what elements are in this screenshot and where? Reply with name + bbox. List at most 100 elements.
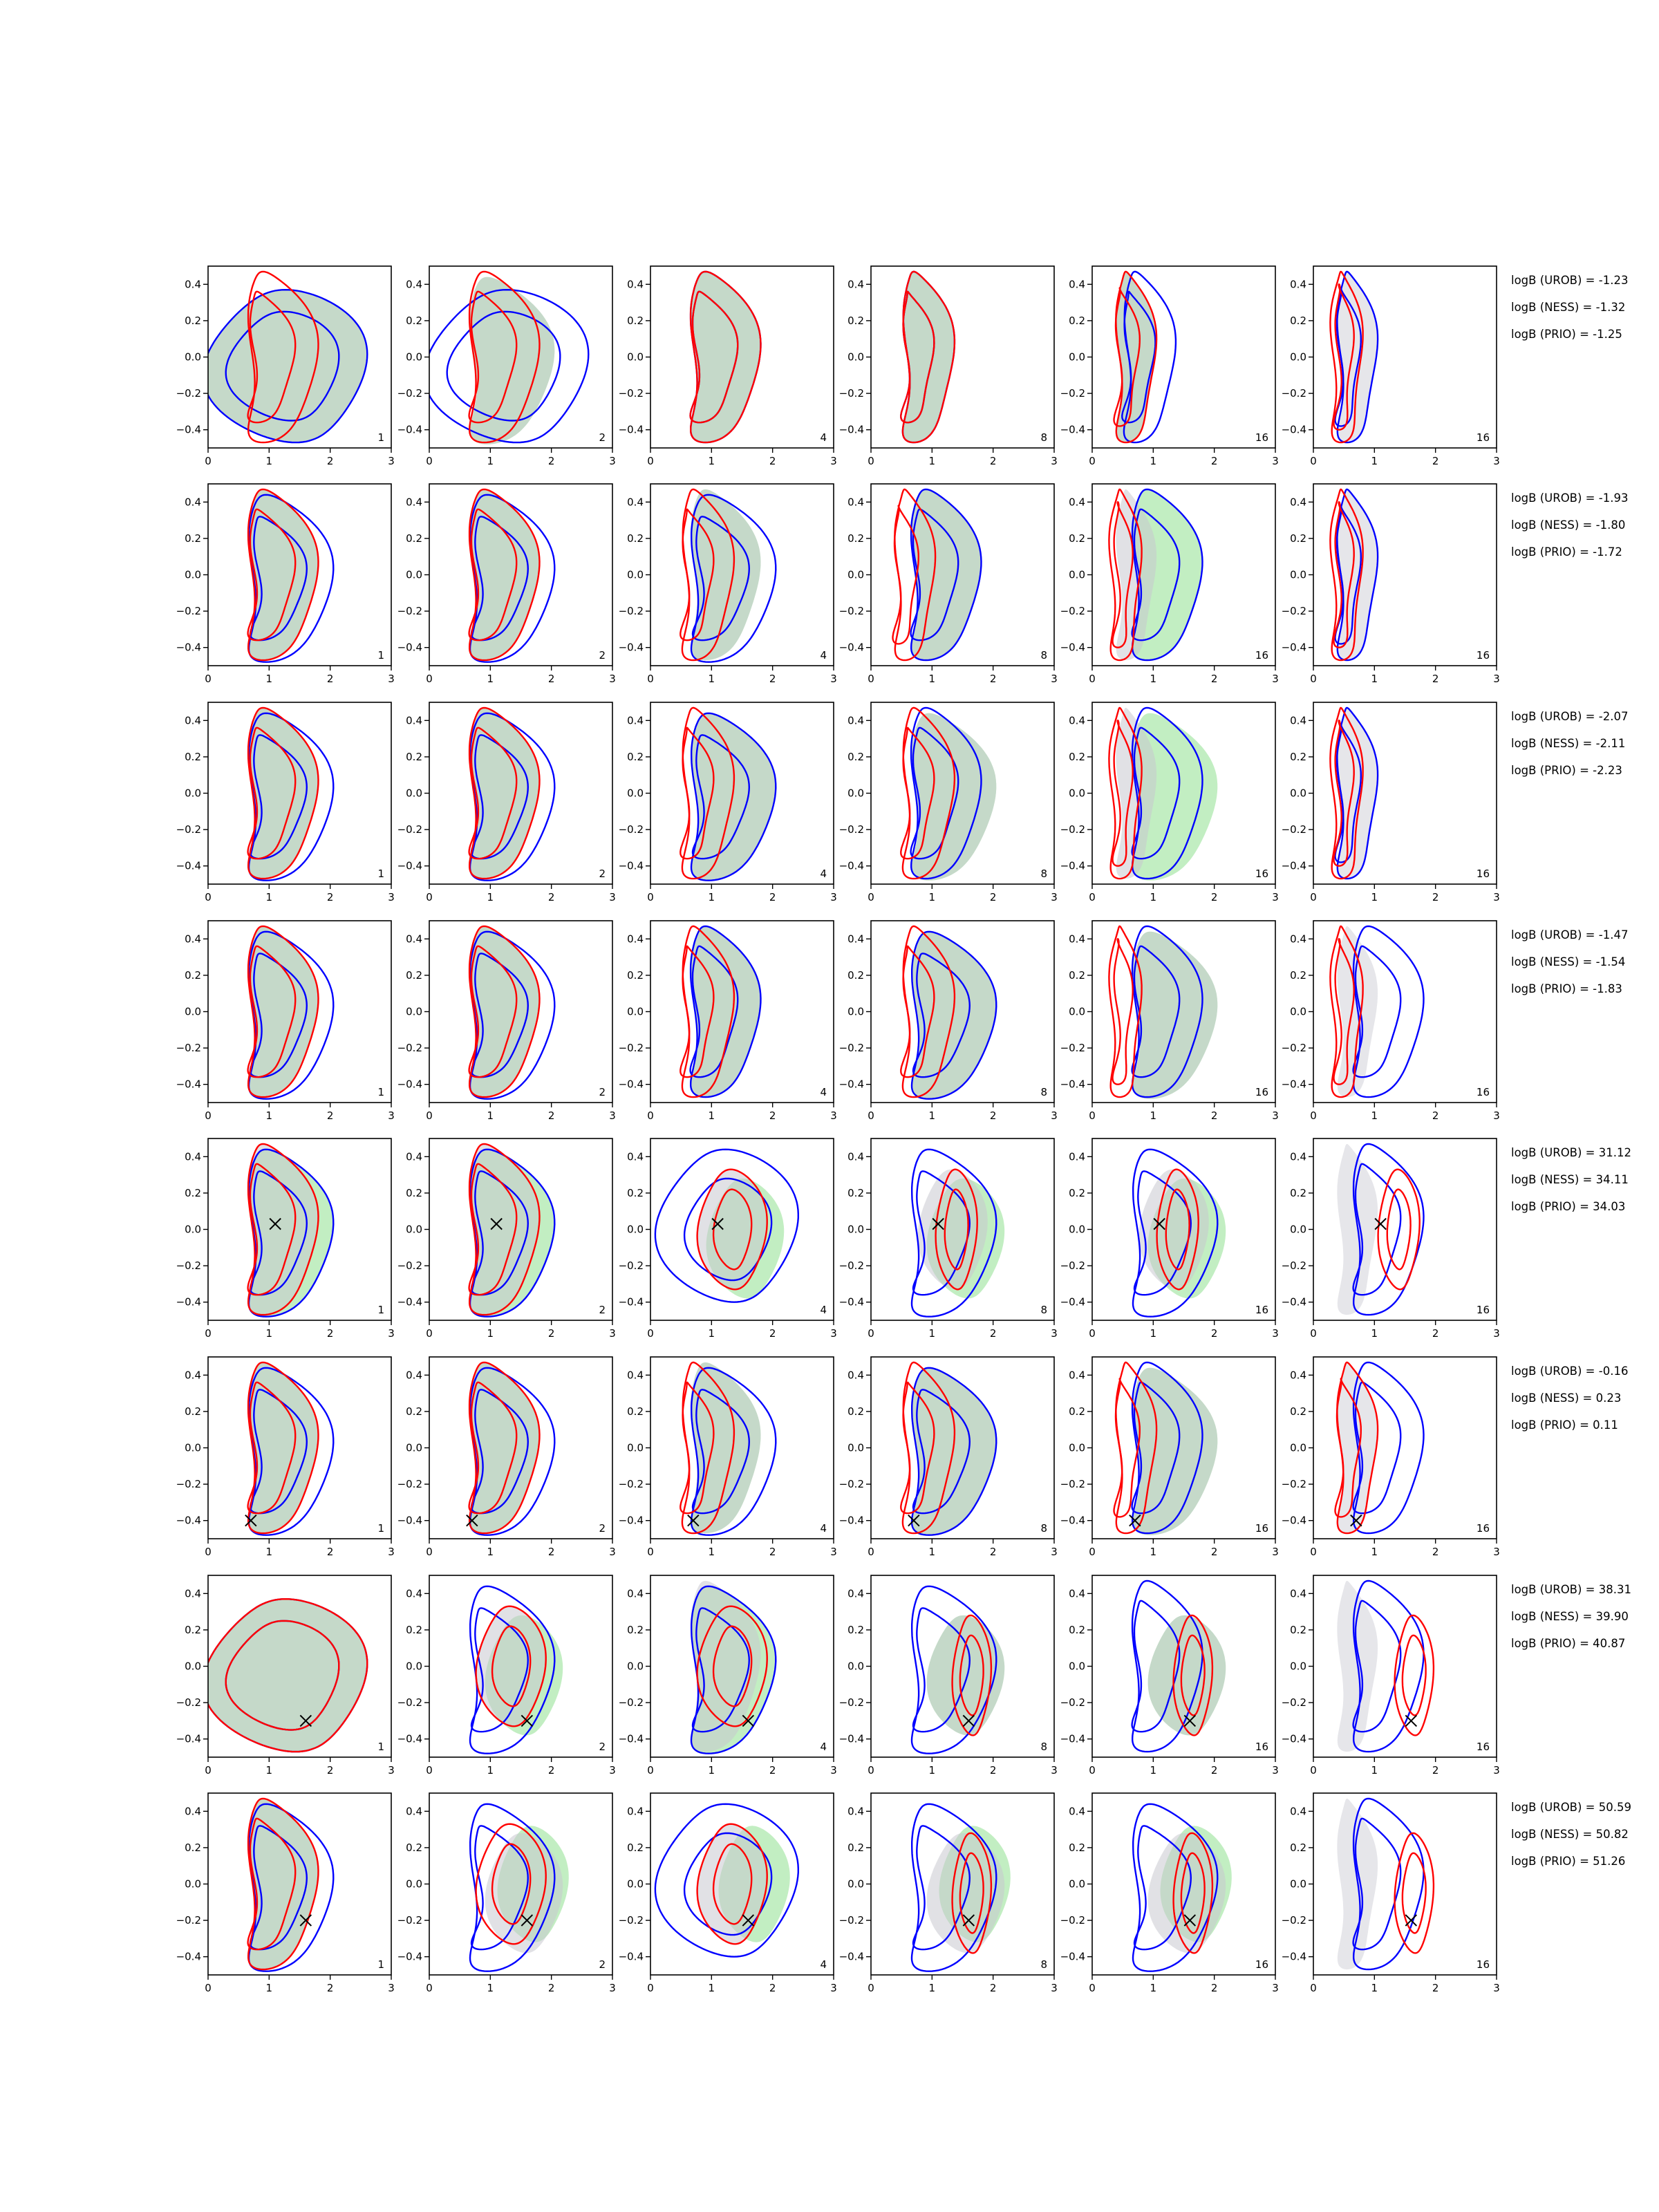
red-contour-2 [712,1843,753,1925]
y-tick-label: −0.4 [1282,641,1306,654]
panel-r1-c3: 0 1 2 3 0.4 0.2 0.0 −0.2 −0.4 4 [619,265,837,467]
x-tick-label: 0 [205,1109,212,1122]
x-tick-label: 1 [1150,1982,1157,1994]
blue-contour-2 [1352,1817,1402,1951]
x-tick-label: 1 [929,673,936,685]
blue-contour-2 [1334,722,1362,863]
x-tick-label: 0 [205,1546,212,1558]
x-tick-label: 2 [769,673,776,685]
blue-contour-1 [910,1148,997,1318]
x-tick-label: 2 [990,1982,997,1994]
y-tick-label: 0.0 [406,1224,422,1236]
x-tick-label: 3 [830,673,837,685]
panel-plot-area [247,1797,335,1972]
blue-contour-2 [1352,1163,1402,1296]
blue-contour-2 [912,1607,971,1733]
true-value-marker [1129,1514,1141,1527]
true-value-marker [299,1714,312,1727]
y-tick-label: 0.4 [406,496,422,508]
panel-r5-c5: 0 1 2 3 0.4 0.2 0.0 −0.2 −0.4 16 [1060,1138,1279,1340]
red-contour-2 [468,508,518,641]
x-tick-label: 1 [266,1327,273,1340]
y-tick-label: −0.2 [176,823,201,836]
x-tick-label: 1 [709,673,715,685]
blue-contour-2 [912,1825,971,1951]
y-tick-label: −0.2 [176,1259,201,1272]
panel-plot-area [1337,1143,1425,1316]
blue-contour-1 [1132,1148,1219,1318]
x-tick-label: 3 [1272,1764,1279,1777]
panel-plot-area [910,1585,1005,1754]
panel-plot-area [468,706,556,881]
y-tick-label: 0.4 [847,1587,864,1600]
grey-density-outer [697,1169,767,1290]
grey-density-outer [469,489,540,661]
red-contour-1 [1394,1614,1435,1736]
red-contour-2 [1334,1377,1362,1518]
blue-contour-1 [1131,1361,1203,1535]
red-contour-1 [468,1361,541,1535]
x-tick-label: 2 [1211,673,1218,685]
x-tick-label: 2 [1432,1546,1439,1558]
y-tick-label: 0.2 [847,315,864,327]
x-tick-label: 0 [426,455,433,467]
red-contour-2 [1401,1634,1427,1716]
panel-plot-area [247,706,335,881]
x-tick-label: 1 [929,1764,936,1777]
y-tick-label: 0.2 [627,751,644,763]
y-tick-label: 0.0 [185,1878,201,1891]
blue-contour-1 [1131,925,1203,1098]
panel-r4-c3: 0 1 2 3 0.4 0.2 0.0 −0.2 −0.4 4 [619,920,837,1122]
x-tick-label: 2 [1211,891,1218,903]
x-tick-label: 2 [548,455,555,467]
y-tick-label: 0.0 [1069,1660,1085,1673]
panel-label: 1 [377,1086,384,1098]
panel-label: 16 [1255,1304,1268,1316]
y-tick-label: 0.4 [1290,714,1306,727]
x-tick-label: 0 [1310,673,1317,685]
y-tick-label: 0.4 [185,1369,201,1381]
panel-plot-area [469,1585,563,1754]
true-value-marker [1405,1914,1418,1927]
x-tick-label: 0 [1310,1109,1317,1122]
red-contour-1 [951,1614,993,1736]
x-tick-label: 3 [609,673,616,685]
panel-plot-area [1329,925,1425,1098]
red-contour-2 [900,727,935,860]
y-tick-label: 0.0 [185,1006,201,1018]
blue-contour-1 [690,1585,777,1754]
y-tick-label: 0.2 [1069,315,1085,327]
panel-label: 8 [1040,1741,1047,1753]
y-tick-label: −0.4 [397,1951,422,1963]
panel-label: 4 [820,868,827,880]
panel-r4-c2: 0 1 2 30.40.20.0−0.2−0.42 [397,920,616,1122]
y-tick-label: −0.2 [619,1696,644,1709]
panel-r5-c4: 0 1 2 3 0.4 0.2 0.0 −0.2 −0.4 8 [839,1138,1058,1340]
y-tick-label: 0.4 [406,932,422,945]
panel-r4-c5: 0 1 2 3 0.4 0.2 0.0 −0.2 −0.4 16 [1060,920,1279,1122]
true-value-marker [1183,1914,1197,1927]
logb-annotation: logB (NESS) = 34.11 [1511,1173,1629,1186]
true-value-marker [466,1514,478,1527]
panel-r6-c4: 0 1 2 3 0.4 0.2 0.0 −0.2 −0.4 8 [839,1356,1058,1558]
red-contour-2 [900,945,935,1078]
panel-plot-area [1337,1580,1435,1753]
panel-label: 4 [820,1304,827,1316]
y-tick-label: 0.4 [627,714,644,727]
blue-contour-1 [1352,925,1425,1098]
x-tick-label: 3 [1051,1546,1058,1558]
logb-annotation: logB (NESS) = 50.82 [1511,1828,1629,1841]
x-tick-label: 3 [609,455,616,467]
grey-density-outer [691,713,776,881]
grey-density-outer [208,290,368,443]
y-tick-label: −0.4 [619,860,644,872]
red-contour-2 [468,1163,518,1296]
y-tick-label: 0.2 [1290,1187,1306,1199]
y-tick-label: −0.4 [397,641,422,654]
panel-label: 16 [1255,431,1268,444]
panel-plot-area [208,270,368,444]
x-tick-label: 1 [709,455,715,467]
panel-r7-c1: 0 1 2 3 0.4 0.2 0.0 −0.2 −0.4 1 [176,1575,395,1777]
y-tick-label: 0.0 [627,1224,644,1236]
y-tick-label: 0.2 [1290,315,1306,327]
